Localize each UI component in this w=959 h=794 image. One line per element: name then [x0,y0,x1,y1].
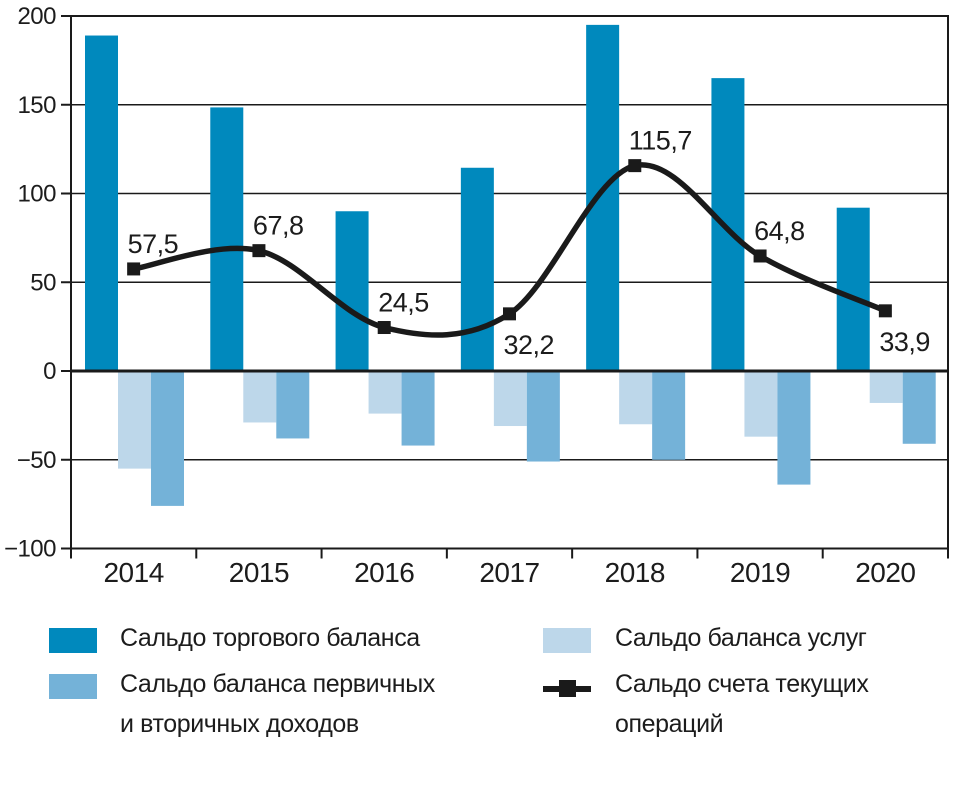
bar-services-2020 [869,371,903,403]
bar-services-2019 [744,371,778,437]
bar-income-2017 [526,371,560,462]
x-axis-label-2015: 2015 [229,557,289,588]
legend-swatch-trade-balance [49,628,97,653]
chart-legend: Сальдо торгового баланса Сальдо баланса … [0,600,959,794]
point-label-2016: 24,5 [378,288,429,318]
point-label-2015: 67,8 [253,211,304,241]
line-marker-2019 [753,249,767,263]
x-axis-label-2020: 2020 [855,557,915,588]
legend-label-current-account: Сальдо счета текущих операций [615,670,869,738]
balance-of-payments-chart: 200 150 100 50 0 −50 −100 2014 2015 2016 2017 2018 2… [4,3,949,588]
point-label-2018: 115,7 [629,126,692,156]
point-label-2020: 33,9 [879,327,930,357]
bar-income-2016 [401,371,435,446]
bar-trade-2014 [85,35,118,372]
bar-trade-2018 [586,24,620,371]
y-axis-label-100: 100 [17,181,56,208]
x-axis-label-2018: 2018 [605,557,665,588]
x-axis-label-2019: 2019 [730,557,790,588]
legend-label-income-balance: Сальдо баланса первичных и вторичных дох… [120,670,435,738]
legend-swatch-services-balance [543,628,591,653]
bar-trade-2015 [210,107,244,371]
y-axis-label-200: 200 [17,3,56,30]
line-marker-2020 [878,304,892,318]
line-marker-2017 [503,307,516,321]
bar-services-2015 [243,371,277,423]
line-marker-2014 [127,262,141,276]
bar-trade-2019 [711,78,745,371]
point-label-2017: 32,2 [504,330,555,360]
bar-income-2019 [777,371,811,485]
bar-trade-2017 [460,167,494,371]
bar-services-2014 [118,371,151,469]
point-label-2019: 64,8 [754,216,805,246]
x-axis-label-2017: 2017 [479,557,539,588]
bar-services-2016 [368,371,402,414]
bar-services-2017 [493,371,527,427]
y-axis-label-0: 0 [43,358,56,385]
y-axis-label-50: 50 [30,269,56,296]
legend-label-trade-balance: Сальдо торгового баланса [120,624,420,652]
line-marker-2016 [377,321,391,335]
y-axis-label-150: 150 [17,92,56,119]
y-axis-label--50: −50 [17,447,56,474]
bar-income-2014 [151,371,184,506]
line-marker-2015 [252,244,266,258]
chart-area: 200 150 100 50 0 −50 −100 2014 2015 2016 2017 2018 2… [4,3,949,588]
bar-income-2018 [652,371,686,460]
bar-income-2020 [902,371,936,444]
legend-label-services-balance: Сальдо баланса услуг [615,624,867,652]
x-axis-label-2014: 2014 [103,557,163,588]
x-axis-label-2016: 2016 [354,557,414,588]
legend-marker-current-account [543,676,591,701]
line-marker-2018 [628,159,642,173]
bar-income-2015 [276,371,310,439]
y-axis-label--100: −100 [4,536,56,563]
legend-swatch-income-balance [49,674,97,699]
bar-services-2018 [619,371,653,425]
legend-square-marker-icon [559,680,576,697]
bar-trade-2016 [335,211,369,371]
point-label-2014: 57,5 [128,229,179,259]
bar-trade-2020 [836,207,870,371]
